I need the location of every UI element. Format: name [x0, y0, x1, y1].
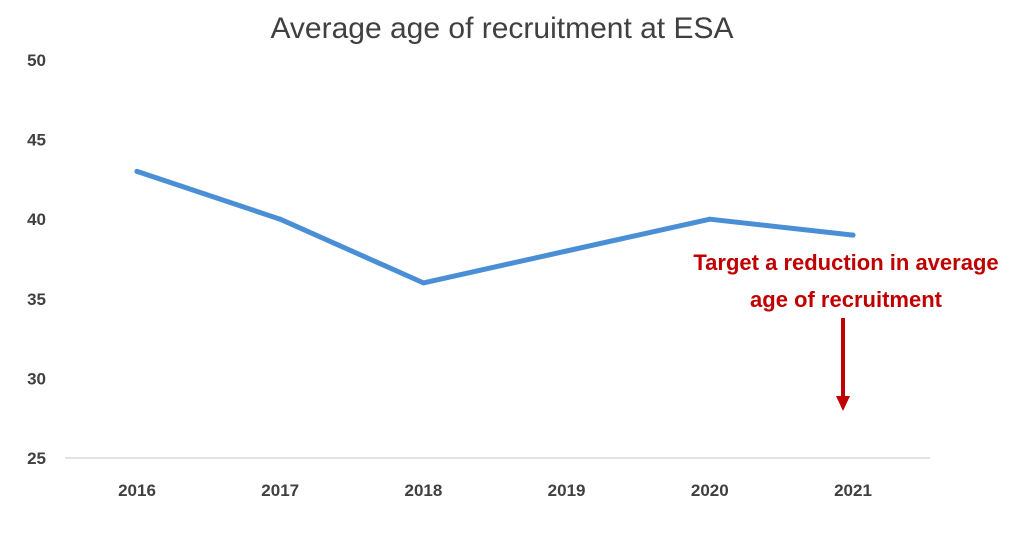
x-tick-label: 2020 [691, 481, 729, 500]
data-point [564, 248, 570, 254]
x-tick-label: 2016 [118, 481, 156, 500]
chart-title: Average age of recruitment at ESA [270, 12, 733, 45]
y-axis: 25 30 35 40 45 50 [27, 51, 46, 468]
y-tick-label: 35 [27, 290, 46, 309]
annotation-line-1: Target a reduction in average [693, 250, 998, 275]
data-point [420, 280, 426, 286]
series-group [134, 168, 856, 286]
y-tick-label: 40 [27, 210, 46, 229]
annotation-line-2: age of recruitment [750, 287, 943, 312]
down-arrow-icon [836, 396, 850, 411]
x-tick-label: 2017 [261, 481, 299, 500]
x-tick-label: 2021 [834, 481, 872, 500]
y-tick-label: 45 [27, 131, 46, 150]
data-point [277, 216, 283, 222]
data-point [850, 232, 856, 238]
y-tick-label: 30 [27, 369, 46, 388]
x-tick-label: 2019 [548, 481, 586, 500]
x-tick-label: 2018 [404, 481, 442, 500]
x-axis: 2016 2017 2018 2019 2020 2021 [118, 481, 872, 500]
y-tick-label: 50 [27, 51, 46, 70]
series-line [134, 168, 856, 286]
data-point [134, 168, 140, 174]
y-tick-label: 25 [27, 449, 46, 468]
annotation: Target a reduction in average age of rec… [693, 250, 999, 411]
data-point [707, 216, 713, 222]
